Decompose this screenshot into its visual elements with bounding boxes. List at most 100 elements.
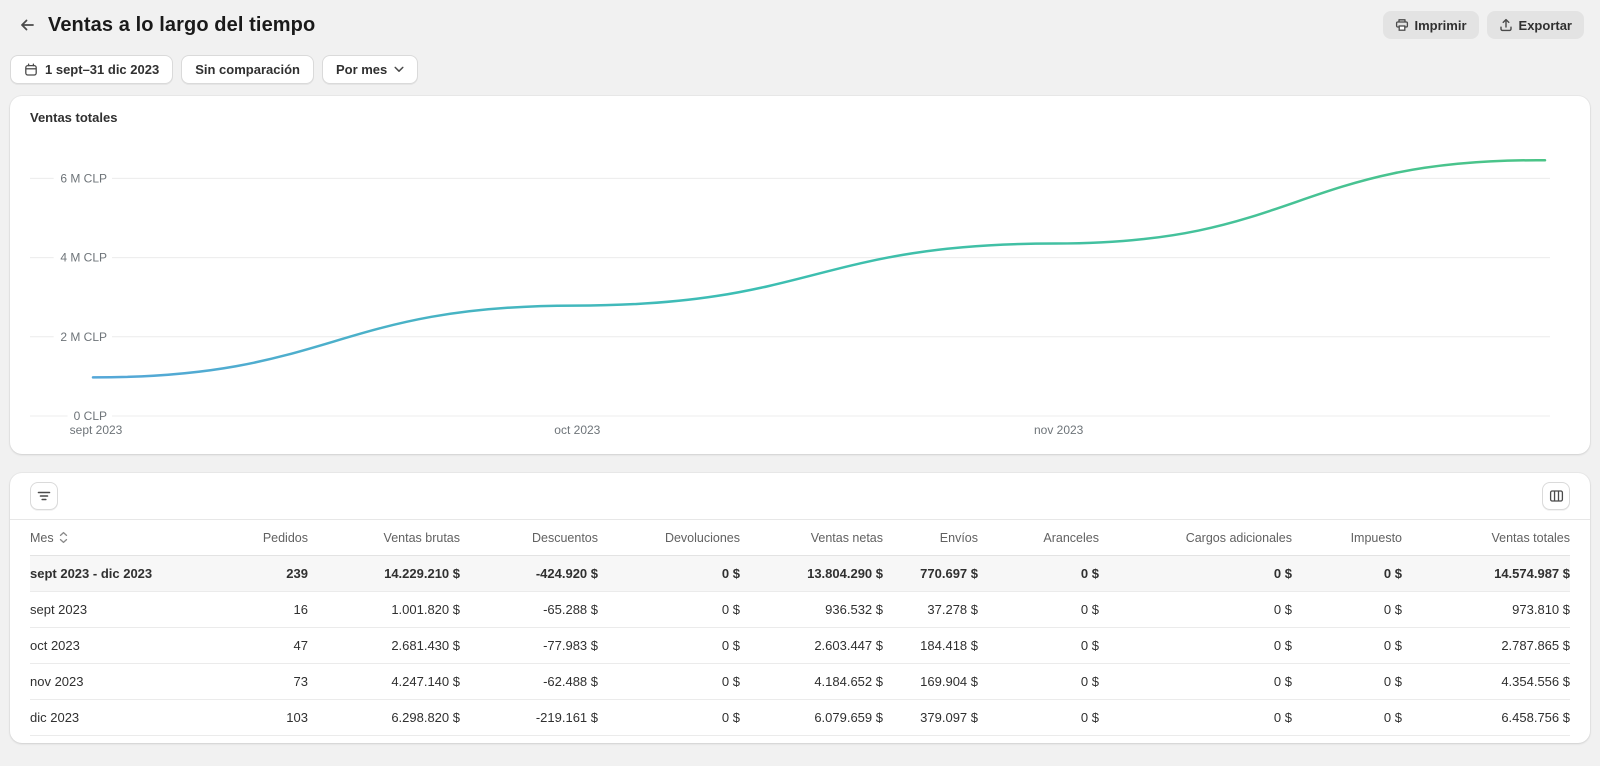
x-tick-label: nov 2023 <box>1034 423 1084 437</box>
y-tick-bg <box>53 249 112 266</box>
column-header[interactable]: Aranceles <box>1043 530 1099 545</box>
back-button[interactable] <box>16 14 38 36</box>
filter-icon <box>37 491 51 501</box>
table-cell: 4.354.556 $ <box>1501 674 1570 689</box>
page-header: Ventas a lo largo del tiempo Imprimir Ex… <box>0 0 1600 48</box>
table-cell: 379.097 $ <box>920 710 978 725</box>
table-cell: 0 $ <box>721 674 740 689</box>
table-cell: 47 <box>293 638 308 653</box>
table-cell: 37.278 $ <box>927 602 978 617</box>
sales-chart-card: Ventas totales 0 CLP 2 M CLP 4 M CLP 6 M CL… <box>10 96 1590 454</box>
sales-line-chart[interactable]: 0 CLP 2 M CLP 4 M CLP 6 M CLP sept 2023 oct 2… <box>20 111 1580 451</box>
granularity-label: Por mes <box>335 62 388 77</box>
table-toolbar <box>10 473 1590 520</box>
edit-columns-button[interactable] <box>1542 482 1570 510</box>
filter-button[interactable] <box>30 482 58 510</box>
table-cell: 2.681.430 $ <box>391 638 460 653</box>
table-cell: dic 2023 <box>30 710 80 725</box>
column-header[interactable]: Devoluciones <box>664 530 740 545</box>
sort-icon <box>59 531 67 544</box>
summary-cell: 770.697 $ <box>920 566 978 581</box>
table-cell: 184.418 $ <box>920 638 978 653</box>
print-button-label: Imprimir <box>1414 17 1467 33</box>
chart-title: Ventas totales <box>30 110 118 125</box>
table-cell: 0 $ <box>1080 638 1099 653</box>
table-cell: 0 $ <box>1383 602 1402 617</box>
date-range-button[interactable]: 1 sept–31 dic 2023 <box>10 55 174 84</box>
summary-cell: -424.920 $ <box>535 566 598 581</box>
table-cell: 0 $ <box>1273 674 1292 689</box>
y-tick-bg <box>67 408 112 424</box>
table-cell: 0 $ <box>1080 710 1099 725</box>
table-cell: 0 $ <box>721 638 740 653</box>
table-cell: -62.488 $ <box>543 674 598 689</box>
chevron-down-icon <box>394 66 404 72</box>
table-cell: 973.810 $ <box>1512 602 1570 617</box>
table-cell: 0 $ <box>721 710 740 725</box>
column-header[interactable]: Envíos <box>939 530 978 545</box>
table-cell: 1.001.820 $ <box>391 602 460 617</box>
table-cell: sept 2023 <box>30 602 88 617</box>
table-cell: 0 $ <box>1080 674 1099 689</box>
column-header[interactable]: Mes <box>30 531 230 545</box>
table-cell: -77.983 $ <box>543 638 598 653</box>
summary-cell: 239 <box>286 566 308 581</box>
comparison-label: Sin comparación <box>195 62 300 77</box>
column-header[interactable]: Ventas totales <box>1491 530 1570 545</box>
table-row: sept 2023 16 1.001.820 $ -65.288 $ 0 $ 936.53… <box>30 592 1570 628</box>
table-cell: 2.603.447 $ <box>814 638 883 653</box>
date-range-label: 1 sept–31 dic 2023 <box>45 62 160 77</box>
table-cell: 73 <box>293 674 308 689</box>
summary-cell: 0 $ <box>1273 566 1292 581</box>
table-cell: -219.161 $ <box>535 710 598 725</box>
table-cell: -65.288 $ <box>543 602 598 617</box>
summary-cell: 0 $ <box>721 566 740 581</box>
export-icon <box>1499 18 1512 32</box>
table-cell: 6.298.820 $ <box>391 710 460 725</box>
comparison-button[interactable]: Sin comparación <box>181 55 314 84</box>
print-button[interactable]: Imprimir <box>1382 11 1479 39</box>
column-header[interactable]: Ventas brutas <box>383 530 460 545</box>
y-tick-label: 0 CLP <box>74 409 107 423</box>
table-cell: 6.079.659 $ <box>814 710 883 725</box>
export-button[interactable]: Exportar <box>1486 11 1584 39</box>
y-tick-label: 4 M CLP <box>60 251 107 265</box>
calendar-icon <box>25 63 37 76</box>
table-summary-row: sept 2023 - dic 2023 239 14.229.210 $ -424.… <box>30 556 1570 592</box>
table-cell: 0 $ <box>1273 710 1292 725</box>
summary-cell: 0 $ <box>1383 566 1402 581</box>
column-header[interactable]: Pedidos <box>262 530 308 545</box>
table-row: dic 2023 103 6.298.820 $ -219.161 $ 0 $ 6.079… <box>30 700 1570 736</box>
column-header[interactable]: Ventas netas <box>810 530 883 545</box>
sales-table-card: Mes Pedidos Ventas brutas Descuentos Devolu… <box>10 473 1590 743</box>
summary-cell: 0 $ <box>1080 566 1099 581</box>
column-header[interactable]: Descuentos <box>531 530 598 545</box>
granularity-button[interactable]: Por mes <box>321 55 419 84</box>
table-cell: oct 2023 <box>30 638 80 653</box>
y-tick-bg <box>53 170 112 187</box>
table-cell: 4.184.652 $ <box>814 674 883 689</box>
y-tick-label: 2 M CLP <box>60 330 107 344</box>
summary-cell: 13.804.290 $ <box>807 566 883 581</box>
table-cell: 6.458.756 $ <box>1501 710 1570 725</box>
y-tick-label: 6 M CLP <box>60 171 107 185</box>
sales-table: Mes Pedidos Ventas brutas Descuentos Devolu… <box>10 520 1590 736</box>
filters-row: 1 sept–31 dic 2023 Sin comparación Por m… <box>0 48 1600 96</box>
table-row: oct 2023 47 2.681.430 $ -77.983 $ 0 $ 2.603.4… <box>30 628 1570 664</box>
arrow-left-icon <box>21 19 34 31</box>
sales-line <box>91 158 1547 379</box>
table-cell: 103 <box>286 710 308 725</box>
summary-cell: sept 2023 - dic 2023 <box>30 566 153 581</box>
table-cell: 16 <box>293 602 308 617</box>
table-cell: 0 $ <box>1273 602 1292 617</box>
table-cell: 936.532 $ <box>825 602 883 617</box>
column-header[interactable]: Impuesto <box>1350 530 1402 545</box>
summary-cell: 14.574.987 $ <box>1494 566 1570 581</box>
table-cell: 0 $ <box>1383 710 1402 725</box>
printer-icon <box>1395 19 1408 31</box>
table-cell: 0 $ <box>1080 602 1099 617</box>
table-cell: 0 $ <box>721 602 740 617</box>
table-header-row: Mes Pedidos Ventas brutas Descuentos Devolu… <box>30 520 1570 556</box>
table-cell: 0 $ <box>1273 638 1292 653</box>
column-header[interactable]: Cargos adicionales <box>1185 530 1292 545</box>
